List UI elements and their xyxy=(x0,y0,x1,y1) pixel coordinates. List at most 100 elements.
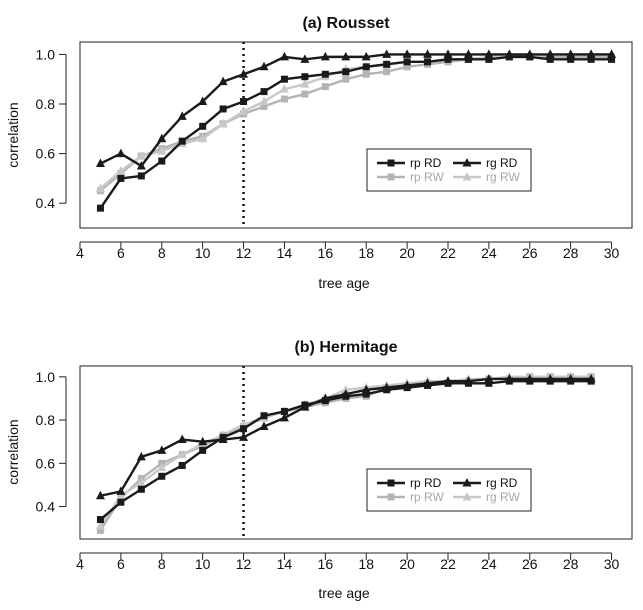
data-point xyxy=(443,376,453,385)
y-tick-label: 0.6 xyxy=(36,455,56,471)
panel-b: (b) Hermitage 4 6 8 10 12 14 16 18 20 22 24 26 28 30 tr… xyxy=(5,339,633,601)
series-line xyxy=(99,53,612,168)
data-point xyxy=(280,95,288,103)
x-tick-label: 12 xyxy=(236,556,252,572)
legend-marker xyxy=(387,173,395,181)
legend-label: rp RW xyxy=(410,170,444,184)
data-point xyxy=(362,390,370,398)
data-point xyxy=(260,102,268,110)
legend-entry: rg RW xyxy=(453,490,520,504)
data-point xyxy=(362,63,370,71)
data-point xyxy=(116,165,126,175)
x-tick-label: 18 xyxy=(358,556,374,572)
y-tick-label: 0.6 xyxy=(36,146,56,162)
data-point xyxy=(136,161,146,170)
data-point xyxy=(341,51,351,61)
data-point xyxy=(545,49,555,58)
legend-entry: rp RD xyxy=(377,156,442,170)
data-point xyxy=(424,58,432,66)
data-point xyxy=(199,122,207,130)
series-line xyxy=(99,55,612,209)
data-point xyxy=(95,183,105,192)
data-point xyxy=(178,461,186,469)
data-point xyxy=(566,373,576,383)
x-tick-label: 20 xyxy=(399,556,415,572)
data-point xyxy=(137,485,145,493)
data-point xyxy=(545,373,555,383)
x-tick-label: 24 xyxy=(481,245,497,261)
data-point xyxy=(361,51,371,61)
data-point xyxy=(280,407,288,415)
legend-marker xyxy=(387,159,395,167)
data-point xyxy=(301,73,309,81)
data-point xyxy=(423,378,433,387)
data-point xyxy=(239,106,249,115)
data-point xyxy=(137,172,145,180)
y-tick-label: 0.4 xyxy=(36,195,56,211)
legend-entry: rp RD xyxy=(377,476,442,490)
data-point xyxy=(219,105,227,113)
data-point xyxy=(157,146,167,155)
data-point xyxy=(240,98,248,106)
legend-label: rg RD xyxy=(486,476,518,490)
data-point xyxy=(300,402,310,411)
data-point xyxy=(259,421,269,431)
data-point xyxy=(321,83,329,91)
data-point xyxy=(362,70,370,78)
data-point xyxy=(198,436,208,446)
x-tick-label: 20 xyxy=(399,245,415,261)
legend-entry: rg RD xyxy=(453,156,518,170)
data-point xyxy=(239,432,249,441)
panel-a: (a) Rousset 4 6 8 10 12 14 16 18 20 22 24 26 28 30 tree… xyxy=(5,15,633,291)
data-point xyxy=(525,373,535,383)
data-point xyxy=(116,486,126,495)
y-tick-label: 1.0 xyxy=(36,369,56,385)
data-point xyxy=(607,49,617,58)
x-tick-label: 8 xyxy=(158,556,166,572)
data-point xyxy=(382,382,392,392)
series-rg-rd xyxy=(95,49,617,170)
x-tick-label: 26 xyxy=(522,245,538,261)
data-point xyxy=(463,49,473,58)
data-point xyxy=(361,384,371,394)
data-point xyxy=(260,88,268,96)
data-point xyxy=(300,54,310,63)
x-tick-label: 28 xyxy=(563,245,579,261)
data-point xyxy=(443,49,453,58)
data-point xyxy=(504,373,514,383)
data-point xyxy=(117,174,125,182)
data-point xyxy=(342,75,350,83)
data-point xyxy=(177,434,187,444)
series-rg-rd xyxy=(95,373,596,500)
legend: rp RD rg RD rp RW rg RW xyxy=(366,468,532,512)
data-point xyxy=(546,55,554,63)
data-point xyxy=(218,76,228,86)
x-tick-label: 28 xyxy=(563,556,579,572)
x-tick-label: 30 xyxy=(604,245,620,261)
x-tick-label: 4 xyxy=(76,556,84,572)
data-point xyxy=(383,60,391,68)
x-tick-label: 22 xyxy=(440,245,456,261)
y-tick-label: 0.8 xyxy=(36,412,56,428)
data-point xyxy=(403,58,411,66)
legend-label: rg RW xyxy=(486,490,520,504)
legend-box xyxy=(366,148,532,192)
data-point xyxy=(383,68,391,76)
data-point xyxy=(157,462,167,472)
data-point xyxy=(178,137,186,145)
data-point xyxy=(301,90,309,98)
legend-entry: rg RD xyxy=(453,476,518,490)
x-tick-label: 6 xyxy=(117,556,125,572)
data-point xyxy=(95,490,105,500)
y-tick-label: 1.0 xyxy=(36,46,56,62)
x-axis-label: tree age xyxy=(318,585,370,601)
data-point xyxy=(116,490,126,500)
data-point xyxy=(218,118,228,128)
data-point xyxy=(279,51,289,61)
chart-title: (a) Rousset xyxy=(302,15,390,32)
data-point xyxy=(382,49,392,58)
legend-box xyxy=(366,468,532,512)
series-line xyxy=(99,55,612,192)
x-tick-label: 8 xyxy=(158,245,166,261)
